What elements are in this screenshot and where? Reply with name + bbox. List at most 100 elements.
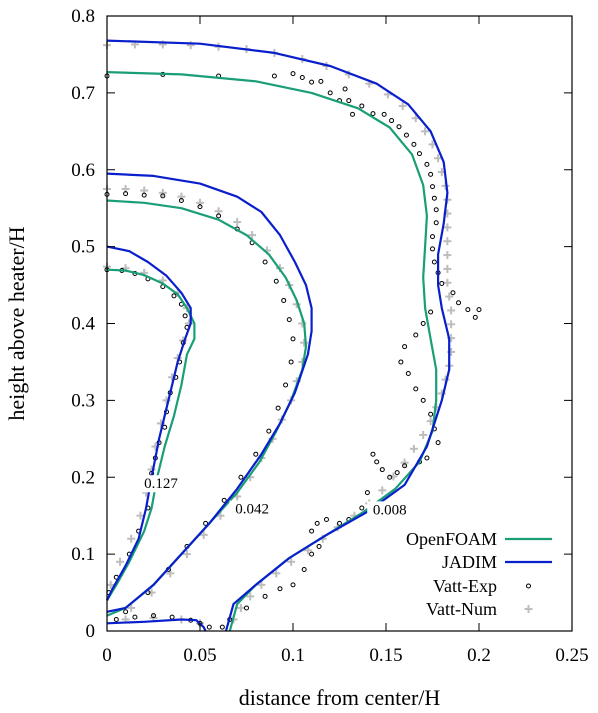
vatt-exp-point-57 (327, 90, 333, 96)
legend-label: Vatt-Exp (433, 576, 497, 596)
vatt-exp-point-80 (439, 281, 445, 287)
vatt-num-point-94 (287, 557, 296, 566)
vatt-exp-point-44 (203, 520, 209, 526)
vatt-num-point-96 (257, 580, 266, 589)
vatt-exp-point-56 (318, 78, 324, 84)
legend-entry-vatt-num: Vatt-Num (426, 599, 533, 619)
y-tick-label: 0.8 (71, 6, 95, 27)
vatt-exp-point-71 (428, 171, 434, 177)
series-vatt-num (103, 40, 456, 628)
vatt-exp-point-26 (160, 193, 166, 199)
vatt-exp-point-55 (309, 79, 315, 85)
legend-label: JADIM (442, 552, 497, 572)
vatt-exp-point-110 (314, 520, 320, 526)
vatt-num-point-98 (236, 603, 245, 612)
legend-entry-vatt-exp: Vatt-Exp (433, 576, 531, 596)
vatt-exp-point-60 (346, 98, 352, 104)
vatt-exp-point-75 (433, 220, 439, 226)
x-tick-label: 0.05 (183, 645, 216, 666)
vatt-exp-point-111 (309, 528, 315, 534)
vatt-exp-point-93 (420, 397, 426, 403)
vatt-exp-point-109 (323, 517, 329, 523)
vatt-num-point-33 (300, 338, 309, 347)
vatt-exp-point-81 (450, 290, 456, 296)
vatt-num-point-44 (182, 550, 191, 559)
contour-label: 0.042 (235, 502, 269, 518)
plot-series-layer (103, 39, 482, 632)
legend-swatch (526, 583, 531, 589)
vatt-exp-point-54 (299, 75, 305, 80)
vatt-exp-point-72 (430, 184, 435, 190)
vatt-exp-point-102 (379, 467, 385, 473)
y-tick-label: 0.2 (71, 467, 95, 488)
vatt-exp-point-78 (431, 259, 437, 265)
vatt-exp-point-114 (301, 567, 307, 572)
x-tick-label: 0 (102, 645, 112, 666)
vatt-exp-point-53 (290, 71, 296, 77)
y-tick-label: 0.1 (71, 544, 95, 565)
contour-label: 0.008 (373, 502, 407, 518)
vatt-exp-point-38 (283, 382, 289, 388)
vatt-exp-point-124 (169, 614, 175, 620)
vatt-exp-point-59 (342, 86, 348, 92)
series-vatt-exp (104, 71, 482, 630)
vatt-exp-point-63 (370, 111, 376, 117)
vatt-exp-point-122 (132, 614, 138, 620)
vatt-exp-point-113 (309, 551, 315, 557)
vatt-num-point-17 (116, 557, 125, 566)
vatt-exp-point-76 (430, 234, 435, 240)
vatt-exp-point-70 (424, 161, 430, 167)
vatt-exp-point-5 (171, 293, 177, 299)
vatt-num-point-87 (389, 472, 398, 481)
vatt-exp-point-66 (396, 124, 402, 130)
vatt-exp-point-28 (197, 204, 203, 210)
vatt-exp-point-104 (370, 451, 376, 457)
x-tick-label: 0.15 (369, 645, 402, 666)
y-tick-label: 0.7 (71, 83, 95, 104)
vatt-exp-point-88 (413, 332, 419, 338)
vatt-exp-point-94 (428, 411, 434, 417)
vatt-num-point-88 (378, 486, 387, 495)
vatt-exp-point-120 (219, 624, 225, 630)
jadim-contour-0 (106, 245, 192, 601)
vatt-exp-point-69 (416, 151, 422, 157)
vatt-exp-point-34 (281, 297, 287, 303)
vatt-exp-point-61 (350, 111, 356, 117)
vatt-exp-point-85 (476, 307, 482, 313)
vatt-exp-point-92 (413, 386, 419, 392)
vatt-num-point-85 (409, 444, 418, 453)
vatt-exp-point-25 (141, 192, 147, 198)
y-tick-label: 0 (86, 621, 96, 642)
vatt-num-point-86 (400, 458, 409, 467)
vatt-exp-point-84 (472, 314, 478, 320)
vatt-num-point-43 (199, 530, 208, 539)
vatt-num-point-74 (445, 292, 454, 301)
series-jadim (106, 39, 451, 632)
vatt-exp-point-116 (277, 586, 283, 592)
vatt-exp-point-112 (316, 543, 322, 549)
vatt-num-point-95 (272, 569, 281, 578)
vatt-num-point-46 (147, 588, 156, 597)
axis-ticks: 0 0.05 0.1 0.15 0.2 0.25 0 0.1 0.2 0.3 0.4 0.5 0.6 0.… (71, 6, 588, 666)
vatt-exp-point-82 (456, 300, 462, 306)
vatt-exp-point-48 (123, 609, 129, 615)
vatt-exp-point-64 (381, 111, 387, 117)
vatt-exp-point-36 (290, 336, 296, 342)
x-tick-label: 0.1 (281, 645, 305, 666)
vatt-exp-point-24 (123, 191, 129, 197)
vatt-exp-point-103 (374, 459, 380, 465)
jadim-contour-1 (106, 172, 313, 613)
vatt-exp-point-87 (420, 321, 426, 326)
vatt-exp-point-37 (288, 359, 294, 365)
vatt-exp-point-33 (273, 278, 279, 284)
legend-entry-jadim: JADIM (442, 552, 552, 572)
contour-label-bg (229, 500, 275, 518)
vatt-num-point-76 (447, 320, 456, 329)
vatt-exp-point-42 (238, 474, 244, 480)
legend-label: OpenFOAM (406, 529, 497, 549)
y-tick-label: 0.5 (71, 237, 95, 258)
vatt-exp-point-29 (216, 213, 222, 219)
vatt-num-point-70 (443, 237, 452, 246)
vatt-exp-point-121 (113, 616, 119, 622)
